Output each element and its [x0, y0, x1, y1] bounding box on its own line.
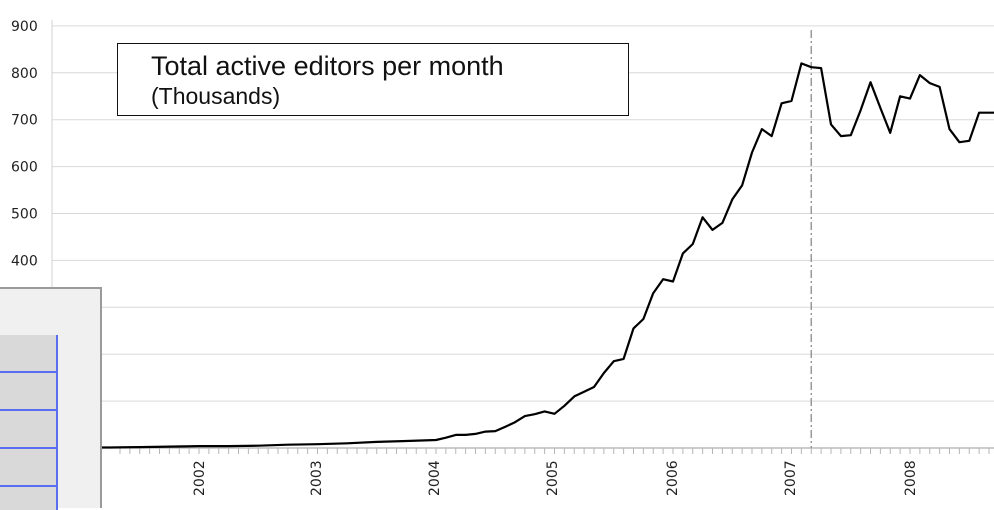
y-tick-label: 400 [11, 253, 38, 269]
x-tick-label: 2004 [427, 460, 443, 496]
spreadsheet-row-line [0, 485, 58, 487]
x-tick-label: 2008 [903, 460, 919, 496]
x-tick-label: 2005 [545, 460, 561, 496]
x-tick-label: 2002 [192, 460, 208, 496]
overlapping-window [0, 287, 102, 508]
spreadsheet-row-line [0, 371, 58, 373]
y-tick-label: 700 [11, 113, 38, 129]
y-tick-label: 800 [11, 66, 38, 82]
spreadsheet-row-line [0, 409, 58, 411]
spreadsheet-fragment [0, 335, 58, 510]
x-tick-label: 2007 [783, 460, 799, 496]
y-tick-label: 900 [11, 19, 38, 35]
y-axis: 900 800 700 600 500 400 [11, 19, 38, 270]
x-axis: 2002 2003 2004 2005 2006 2007 2008 [104, 448, 994, 496]
series-line-active-editors [81, 63, 994, 447]
x-tick-label: 2003 [309, 460, 325, 496]
x-tick-label: 2006 [665, 460, 681, 496]
chart-title-box: Total active editors per month (Thousand… [117, 43, 629, 116]
chart-subtitle: (Thousands) [151, 82, 628, 110]
y-tick-label: 600 [11, 160, 38, 176]
y-tick-label: 500 [11, 207, 38, 223]
chart-title: Total active editors per month [151, 50, 628, 82]
spreadsheet-row-line [0, 447, 58, 449]
